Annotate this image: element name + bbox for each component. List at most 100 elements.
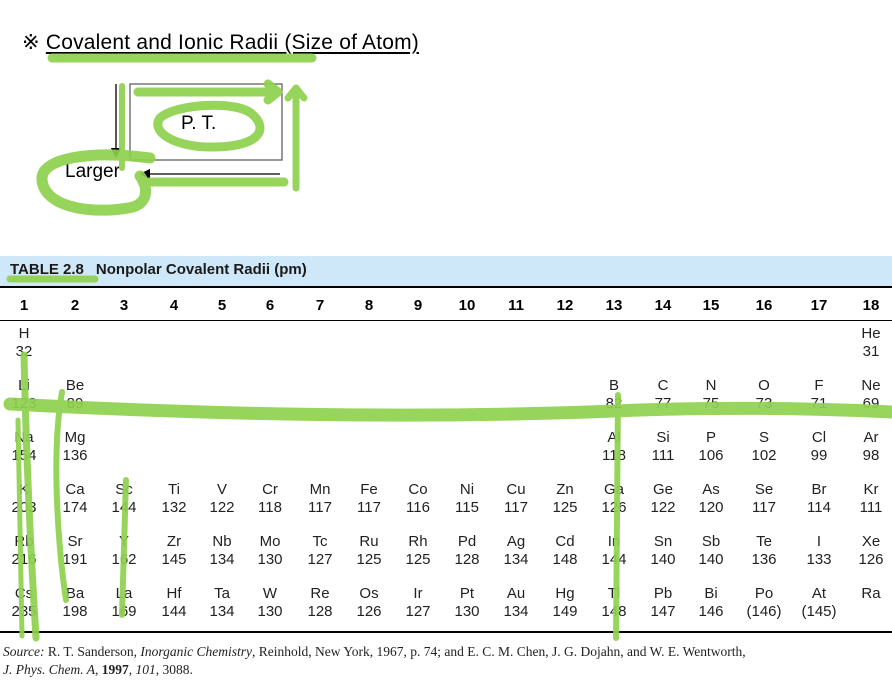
element-symbol: Nb xyxy=(212,533,232,550)
element-symbol: B xyxy=(608,377,619,394)
element-radius: 115 xyxy=(455,499,479,516)
element-cell: Ag 134 xyxy=(493,533,539,569)
element-symbol: Ni xyxy=(459,481,475,498)
element-radius: 128 xyxy=(454,551,480,568)
element-cell: Si 111 xyxy=(640,429,686,465)
element-radius: 125 xyxy=(552,499,578,516)
element-radius: 123 xyxy=(11,395,37,412)
group-header-3: 3 xyxy=(119,297,129,314)
element-cell: K 203 xyxy=(1,481,47,517)
element-symbol: Bi xyxy=(704,585,718,602)
element-symbol: I xyxy=(816,533,822,550)
element-cell: C 77 xyxy=(640,377,686,413)
element-radius: 102 xyxy=(751,447,777,464)
reference-mark: ※ xyxy=(22,31,40,54)
element-cell: Kr 111 xyxy=(848,481,892,517)
element-symbol: Al xyxy=(607,429,621,446)
element-symbol: Co xyxy=(408,481,428,498)
element-symbol: Mg xyxy=(64,429,86,446)
element-cell: Se 117 xyxy=(741,481,787,517)
element-symbol: K xyxy=(18,481,29,498)
element-radius: 191 xyxy=(62,551,88,568)
heading-text: Covalent and Ionic Radii (Size of Atom) xyxy=(45,31,419,54)
element-symbol: Os xyxy=(359,585,379,602)
element-cell: Br 114 xyxy=(796,481,842,517)
element-cell: Co 116 xyxy=(395,481,441,517)
element-radius: 71 xyxy=(810,395,828,412)
element-radius: (145) xyxy=(801,603,837,620)
element-cell: V 122 xyxy=(199,481,245,517)
element-symbol: W xyxy=(262,585,278,602)
element-cell: Ba 198 xyxy=(52,585,98,621)
group-header-17: 17 xyxy=(810,297,828,314)
element-radius: 127 xyxy=(307,551,333,568)
element-cell: Tl 148 xyxy=(591,585,637,621)
element-radius: 203 xyxy=(11,499,37,516)
element-cell: Rh 125 xyxy=(395,533,441,569)
group-header-12: 12 xyxy=(556,297,574,314)
element-symbol: Ti xyxy=(168,481,180,498)
source-line-2: J. Phys. Chem. A, 1997, 101, 3088. xyxy=(3,662,193,677)
element-symbol: Ru xyxy=(359,533,379,550)
element-symbol: Zr xyxy=(166,533,182,550)
element-cell: Na 154 xyxy=(1,429,47,465)
element-symbol: La xyxy=(115,585,133,602)
element-radius: 134 xyxy=(503,603,529,620)
element-symbol: Y xyxy=(118,533,129,550)
element-cell: Os 126 xyxy=(346,585,392,621)
larger-label: Larger xyxy=(65,161,120,182)
element-symbol: Ca xyxy=(65,481,85,498)
element-symbol: Ra xyxy=(861,585,881,602)
element-radius: 75 xyxy=(702,395,720,412)
group-header-18: 18 xyxy=(862,297,880,314)
element-radius: 132 xyxy=(161,499,187,516)
element-radius: 136 xyxy=(751,551,777,568)
periodic-trend-diagram xyxy=(110,83,283,180)
element-radius: 111 xyxy=(651,447,675,464)
element-radius: 144 xyxy=(601,551,627,568)
element-symbol: Fe xyxy=(360,481,378,498)
element-cell: La 169 xyxy=(101,585,147,621)
element-cell: Pt 130 xyxy=(444,585,490,621)
source-citation: Source: R. T. Sanderson, Inorganic Chemi… xyxy=(3,643,746,679)
element-symbol: Re xyxy=(310,585,330,602)
element-radius: 140 xyxy=(650,551,676,568)
group-header-14: 14 xyxy=(654,297,672,314)
element-cell: He 31 xyxy=(848,325,892,361)
group-header-4: 4 xyxy=(169,297,179,314)
element-symbol: Sc xyxy=(115,481,133,498)
element-symbol: Ir xyxy=(413,585,423,602)
element-cell: Fe 117 xyxy=(346,481,392,517)
element-radius: (146) xyxy=(746,603,782,620)
element-symbol: Cr xyxy=(262,481,278,498)
element-symbol: C xyxy=(657,377,669,394)
element-cell: Hf 144 xyxy=(151,585,197,621)
element-cell: Ar 98 xyxy=(848,429,892,465)
table-bottom-rule xyxy=(0,631,892,633)
element-radius: 125 xyxy=(405,551,431,568)
group-header-13: 13 xyxy=(605,297,623,314)
group-header-15: 15 xyxy=(702,297,720,314)
element-cell: Cr 118 xyxy=(247,481,293,517)
element-radius: 126 xyxy=(356,603,382,620)
element-cell: I 133 xyxy=(796,533,842,569)
element-cell: H 32 xyxy=(1,325,47,361)
element-cell: Sn 140 xyxy=(640,533,686,569)
element-symbol: Te xyxy=(756,533,772,550)
element-radius: 145 xyxy=(161,551,187,568)
element-radius: 118 xyxy=(602,447,626,464)
element-symbol: Ag xyxy=(506,533,526,550)
element-cell: Zn 125 xyxy=(542,481,588,517)
group-header-8: 8 xyxy=(364,297,374,314)
element-symbol: At xyxy=(811,585,827,602)
element-cell: Cs 235 xyxy=(1,585,47,621)
header-rule xyxy=(0,320,892,321)
element-radius: 73 xyxy=(755,395,773,412)
element-symbol: Cd xyxy=(555,533,575,550)
element-symbol: Ta xyxy=(214,585,230,602)
element-symbol: Pb xyxy=(653,585,673,602)
element-cell: B 82 xyxy=(591,377,637,413)
element-cell: Mn 117 xyxy=(297,481,343,517)
element-symbol: In xyxy=(607,533,621,550)
element-symbol: Cs xyxy=(14,585,34,602)
